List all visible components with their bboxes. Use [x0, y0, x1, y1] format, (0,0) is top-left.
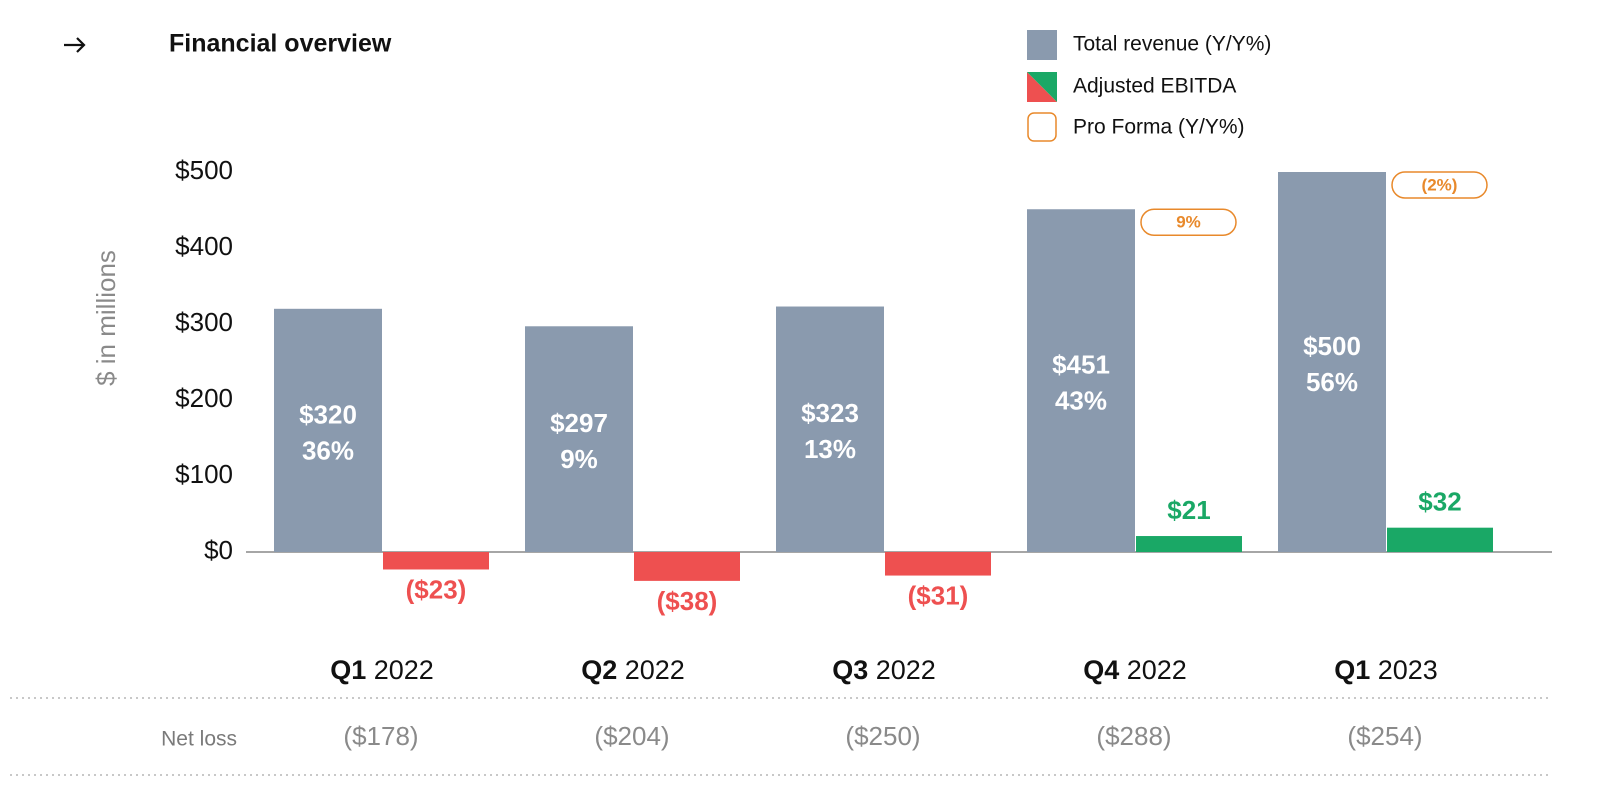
- year: 2022: [876, 655, 936, 685]
- year: 2022: [374, 655, 434, 685]
- yoy-label: 43%: [1055, 385, 1107, 415]
- y-tick-label: $300: [175, 307, 233, 337]
- yoy-label: 56%: [1306, 367, 1358, 397]
- y-tick-label: $400: [175, 231, 233, 261]
- year: 2022: [625, 655, 685, 685]
- ebitda-bar: [1387, 527, 1493, 552]
- y-tick-label: $200: [175, 383, 233, 413]
- ebitda-bar: [885, 552, 991, 576]
- quarter: Q1: [330, 655, 366, 685]
- chart-title: Financial overview: [169, 30, 392, 58]
- net-loss-value: ($254): [1347, 721, 1422, 751]
- ebitda-bar: [1136, 536, 1242, 552]
- net-loss-value: ($204): [594, 721, 669, 751]
- pro-forma-label: 9%: [1176, 213, 1201, 232]
- yoy-label: 36%: [302, 435, 354, 465]
- x-tick-label: Q2 2022: [581, 655, 685, 685]
- net-loss-label: Net loss: [161, 728, 237, 751]
- pro-forma-label: (2%): [1422, 175, 1458, 194]
- revenue-label: $323: [801, 398, 859, 428]
- legend-label: Adjusted EBITDA: [1073, 75, 1236, 98]
- ebitda-label: ($23): [406, 574, 467, 604]
- y-axis-label: $ in millions: [91, 250, 121, 386]
- revenue-bar: [776, 306, 884, 552]
- revenue-bar: [1027, 209, 1135, 553]
- pro-forma-pill: [1140, 208, 1237, 236]
- year: 2023: [1378, 655, 1438, 685]
- quarter: Q2: [581, 655, 617, 685]
- net-loss-value: ($178): [343, 721, 418, 751]
- ebitda-label: ($38): [657, 586, 718, 616]
- ebitda-bar: [634, 552, 740, 581]
- ebitda-bar: [383, 552, 489, 570]
- y-tick-label: $100: [175, 459, 233, 489]
- revenue-label: $297: [550, 408, 608, 438]
- x-tick-label: Q3 2022: [832, 655, 936, 685]
- ebitda-label: ($31): [908, 580, 969, 610]
- revenue-label: $500: [1303, 331, 1361, 361]
- legend-label: Pro Forma (Y/Y%): [1073, 116, 1245, 139]
- y-tick-label: $0: [204, 535, 233, 565]
- x-tick-label: Q1 2022: [330, 655, 434, 685]
- revenue-bar: [274, 308, 382, 552]
- yoy-label: 13%: [804, 434, 856, 464]
- legend-swatch: [1027, 30, 1057, 60]
- revenue-label: $451: [1052, 349, 1110, 379]
- pro-forma-pill: [1391, 171, 1488, 199]
- net-loss-value: ($288): [1096, 721, 1171, 751]
- yoy-label: 9%: [560, 444, 598, 474]
- legend-label: Total revenue (Y/Y%): [1073, 33, 1271, 56]
- year: 2022: [1127, 655, 1187, 685]
- revenue-label: $320: [299, 399, 357, 429]
- ebitda-label: $21: [1167, 495, 1210, 525]
- quarter: Q1: [1334, 655, 1370, 685]
- y-tick-label: $500: [175, 155, 233, 185]
- x-tick-label: Q1 2023: [1334, 655, 1438, 685]
- revenue-bar: [1278, 172, 1386, 552]
- back-arrow[interactable]: [64, 37, 86, 53]
- net-loss-value: ($250): [845, 721, 920, 751]
- quarter: Q3: [832, 655, 868, 685]
- revenue-bar: [525, 326, 633, 552]
- quarter: Q4: [1083, 655, 1119, 685]
- ebitda-label: $32: [1418, 487, 1461, 517]
- legend-swatch: [1027, 72, 1057, 102]
- x-tick-label: Q4 2022: [1083, 655, 1187, 685]
- legend-swatch: [1027, 112, 1057, 142]
